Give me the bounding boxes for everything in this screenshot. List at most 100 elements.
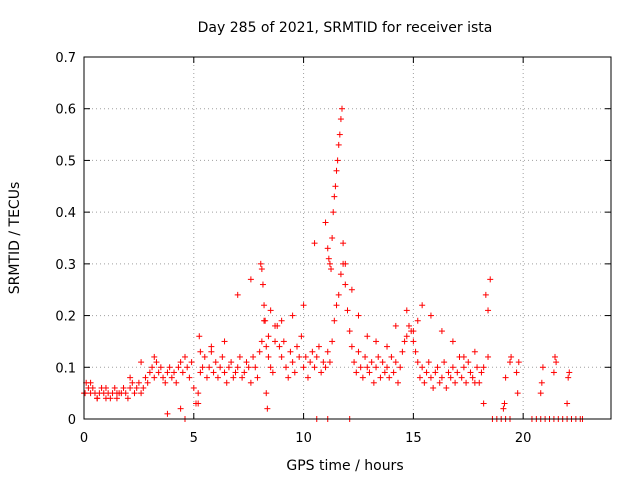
y-tick-label: 0: [68, 413, 76, 428]
data-point: [454, 369, 461, 376]
data-point: [332, 183, 339, 190]
data-point: [144, 379, 151, 386]
data-point: [214, 374, 221, 381]
data-point: [339, 105, 346, 112]
data-point: [421, 379, 428, 386]
data-point: [272, 338, 279, 345]
data-point: [302, 353, 309, 360]
data-point: [245, 364, 252, 371]
data-point: [113, 390, 120, 397]
data-point: [307, 359, 314, 366]
data-point: [344, 307, 351, 314]
data-point: [196, 333, 203, 340]
data-point: [564, 400, 571, 407]
data-point: [225, 364, 232, 371]
data-point: [355, 348, 362, 355]
axis-ticks: 0 0.1 0.2 0.3 0.4 0.5 0.6 0.7 0 5 10 15 20: [55, 51, 611, 446]
data-point: [177, 359, 184, 366]
data-point: [388, 353, 395, 360]
data-point: [482, 291, 489, 298]
data-point: [262, 317, 269, 324]
data-point: [221, 338, 228, 345]
data-point: [133, 384, 140, 391]
data-point: [515, 359, 522, 366]
data-point: [485, 307, 492, 314]
data-point: [272, 322, 279, 329]
data-point: [395, 379, 402, 386]
data-point: [471, 348, 478, 355]
data-point: [89, 384, 96, 391]
data-point: [263, 343, 270, 350]
data-point: [217, 364, 224, 371]
data-point: [247, 379, 254, 386]
data-point: [392, 322, 399, 329]
data-point: [250, 353, 257, 360]
data-point: [419, 364, 426, 371]
data-point: [87, 379, 94, 386]
data-point: [120, 384, 127, 391]
data-point: [384, 343, 391, 350]
data-point: [265, 333, 272, 340]
data-point: [438, 374, 445, 381]
data-point: [315, 343, 322, 350]
data-point: [375, 353, 382, 360]
x-tick-label: 10: [295, 431, 312, 446]
data-point: [329, 338, 336, 345]
data-point: [348, 343, 355, 350]
chart-title: Day 285 of 2021, SRMTID for receiver ist…: [198, 20, 493, 36]
data-point: [373, 364, 380, 371]
data-point: [436, 379, 443, 386]
data-point: [443, 384, 450, 391]
data-point: [324, 245, 331, 252]
data-point: [259, 281, 266, 288]
data-point: [113, 395, 120, 402]
data-point: [340, 240, 347, 247]
data-point: [397, 364, 404, 371]
data-point: [234, 364, 241, 371]
data-point: [364, 364, 371, 371]
data-point: [293, 343, 300, 350]
data-point: [355, 312, 362, 319]
plot-frame: [83, 56, 612, 420]
data-point: [256, 348, 263, 355]
data-point: [467, 369, 474, 376]
data-point: [257, 260, 264, 267]
data-point: [129, 379, 136, 386]
data-point: [304, 374, 311, 381]
data-point: [508, 353, 515, 360]
data-point: [346, 328, 353, 335]
data-point: [478, 369, 485, 376]
y-tick-label: 0.7: [55, 51, 76, 66]
data-point: [283, 364, 290, 371]
data-point: [289, 312, 296, 319]
data-point: [131, 390, 138, 397]
data-point: [390, 369, 397, 376]
data-point: [552, 353, 559, 360]
data-point: [368, 359, 375, 366]
data-point: [269, 369, 276, 376]
data-point: [82, 390, 89, 397]
data-point: [485, 353, 492, 360]
data-point: [500, 405, 507, 412]
data-point: [175, 364, 182, 371]
y-tick-label: 0.5: [55, 154, 76, 169]
data-point: [173, 379, 180, 386]
data-point: [328, 266, 335, 273]
data-point: [223, 379, 230, 386]
data-point: [447, 374, 454, 381]
data-point: [386, 374, 393, 381]
data-point: [219, 353, 226, 360]
data-point: [254, 374, 261, 381]
data-point: [127, 384, 134, 391]
data-point: [333, 167, 340, 174]
data-point: [427, 312, 434, 319]
data-point: [195, 390, 202, 397]
data-point: [362, 353, 369, 360]
data-point: [124, 395, 131, 402]
data-point: [247, 276, 254, 283]
data-point: [318, 369, 325, 376]
data-point: [267, 307, 274, 314]
data-point: [326, 260, 333, 267]
data-point: [313, 353, 320, 360]
